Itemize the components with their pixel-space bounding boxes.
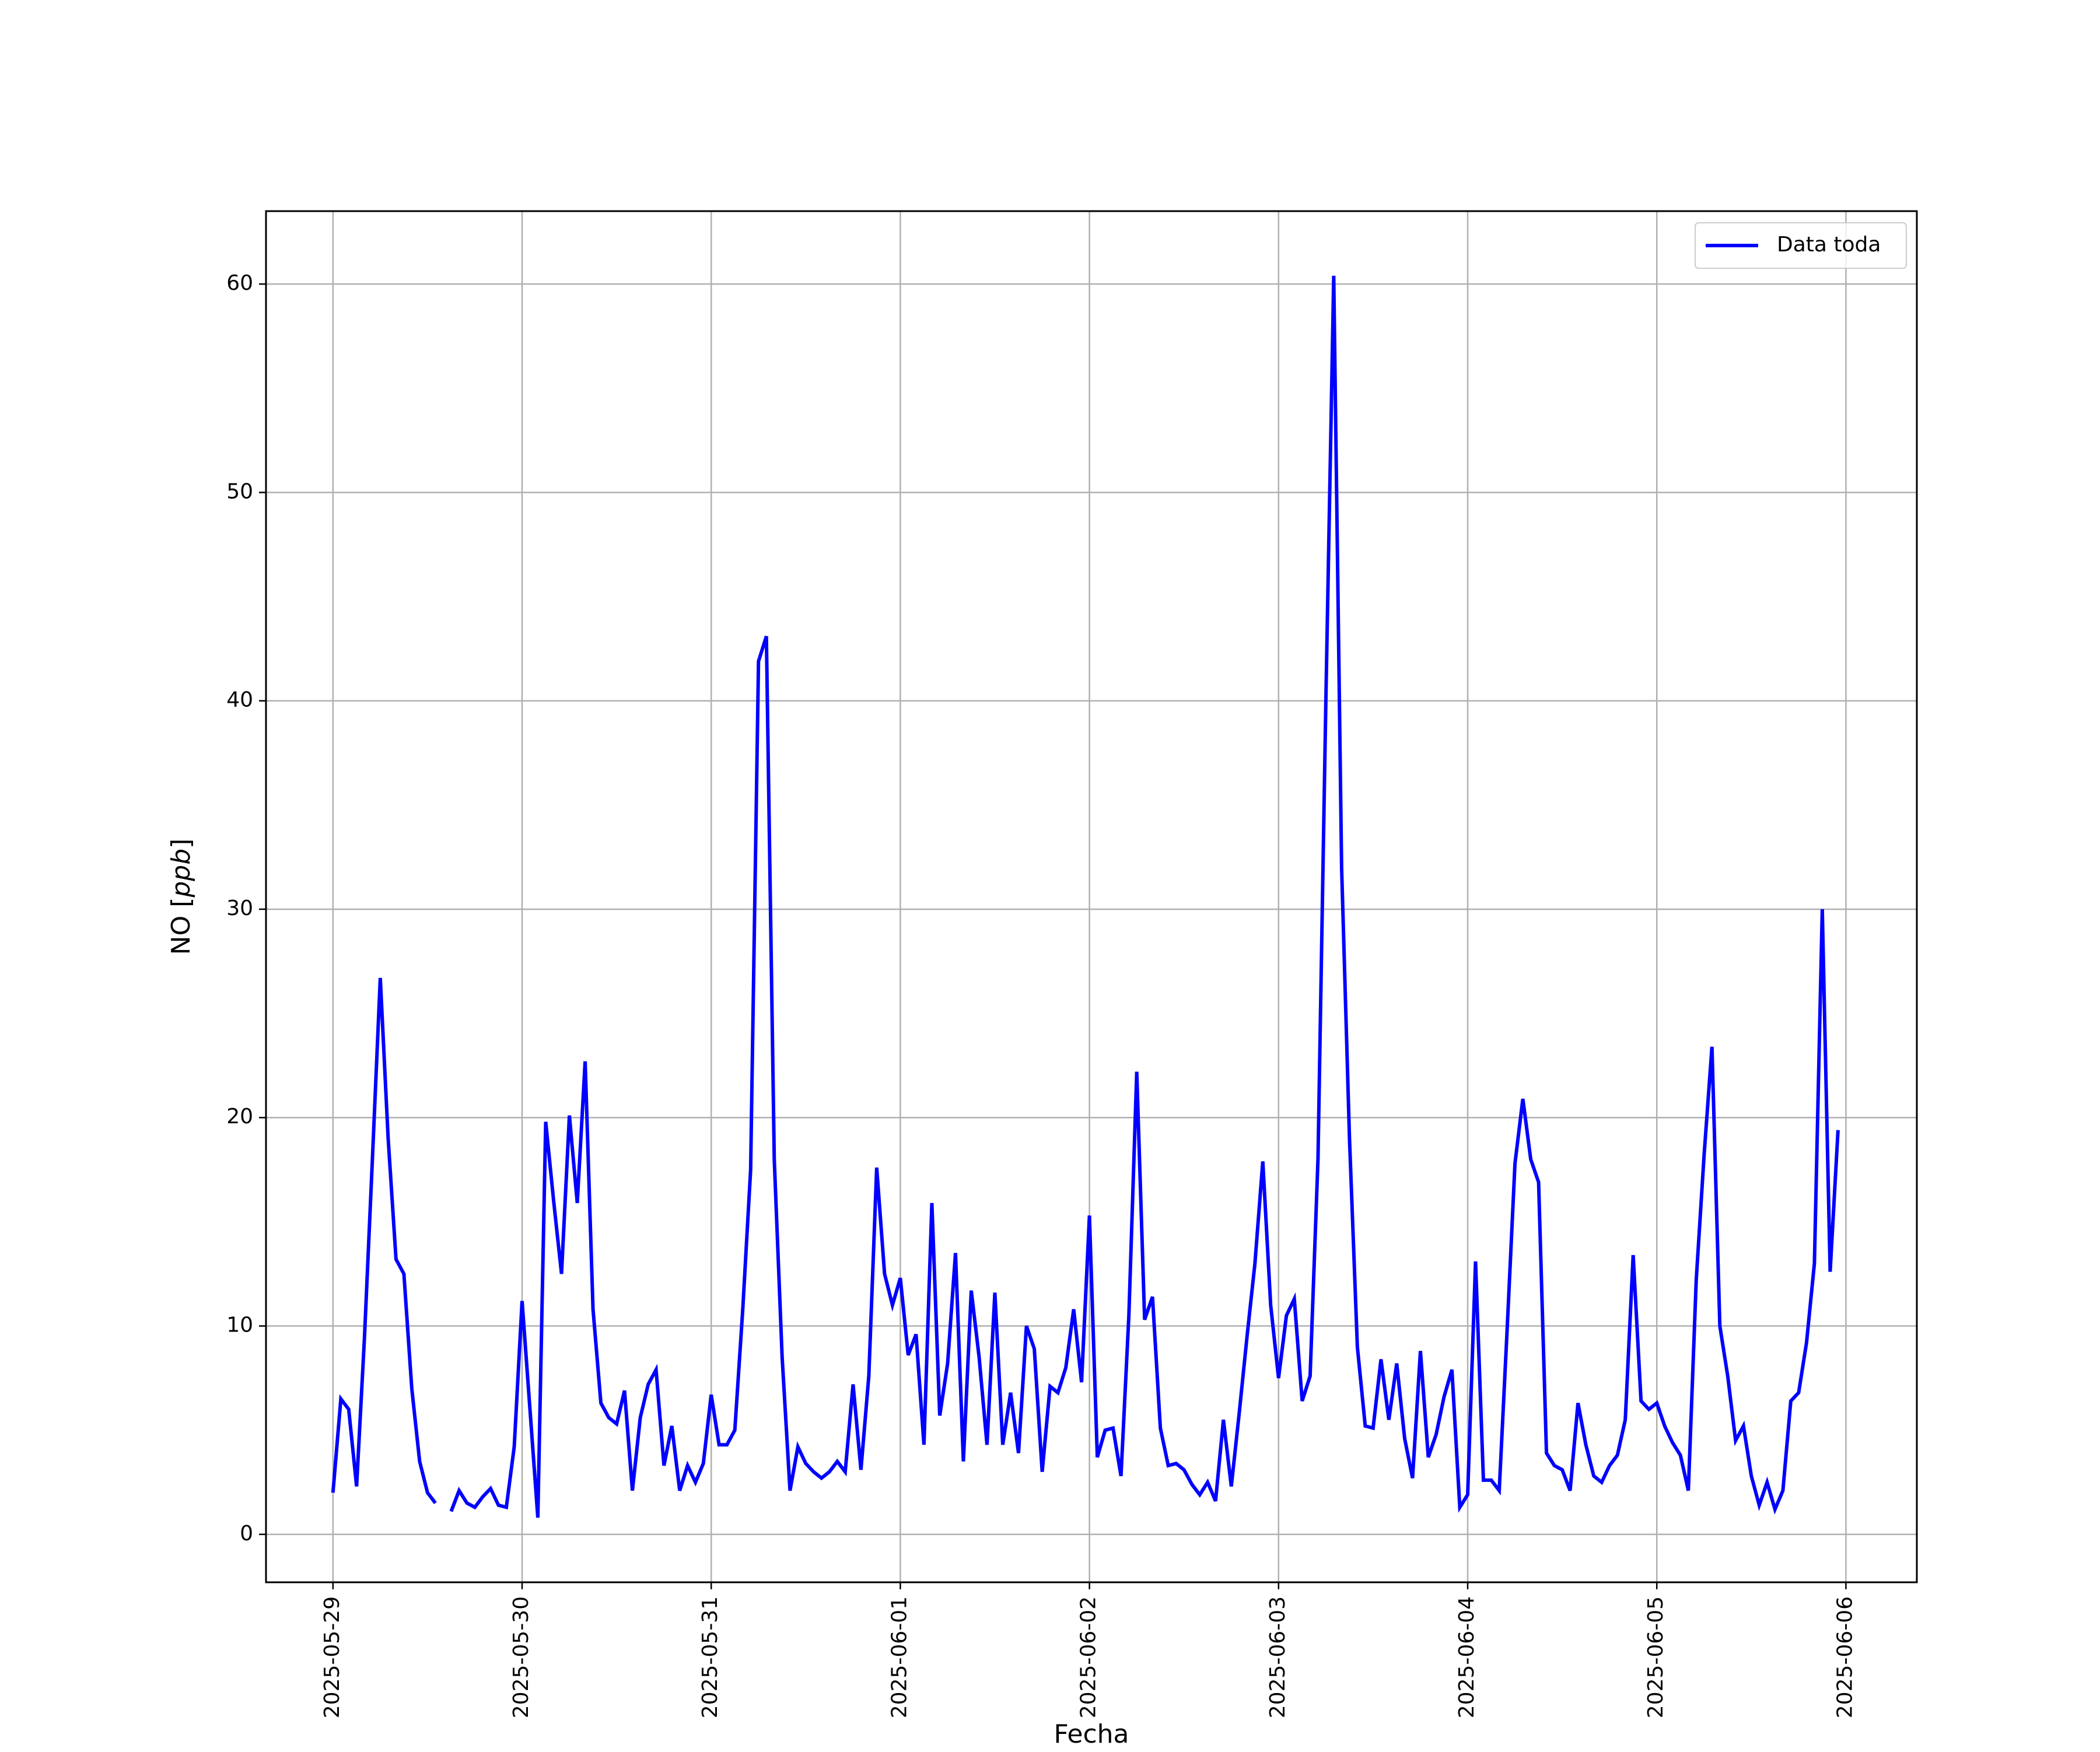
y-tick-label: 30 (226, 896, 253, 920)
series-line-1 (331, 275, 1840, 1518)
x-tick-label: 2025-05-31 (698, 1596, 722, 1718)
tick-layer: 2025-05-29 2025-05-30 2025-05-31 2025-06-01… (226, 271, 1857, 1718)
plot-frame (265, 210, 1918, 1583)
y-axis-title-unit: ppb (166, 849, 196, 898)
x-tick-label: 2025-06-06 (1833, 1596, 1857, 1718)
y-axis-title-suffix: ] (166, 839, 196, 849)
x-tick-label: 2025-06-05 (1644, 1596, 1668, 1718)
x-tick-label: 2025-06-02 (1077, 1596, 1101, 1718)
y-tick-label: 50 (226, 479, 253, 503)
x-tick-label: 2025-06-04 (1455, 1596, 1479, 1718)
y-tick-label: 0 (240, 1522, 253, 1546)
x-tick-label: 2025-05-30 (509, 1596, 533, 1718)
x-tick-label: 2025-05-29 (320, 1596, 344, 1718)
y-tick-label: 40 (226, 688, 253, 712)
legend-label: Data toda (1777, 233, 1881, 257)
x-tick-label: 2025-06-01 (887, 1596, 911, 1718)
y-tick-label: 60 (226, 271, 253, 295)
legend: Data toda (1695, 222, 1907, 269)
legend-box (1695, 222, 1907, 269)
x-tick-label: 2025-06-03 (1266, 1596, 1290, 1718)
y-tick-label: 10 (226, 1313, 253, 1337)
series-layer (331, 275, 1840, 1518)
y-tick-label: 20 (226, 1105, 253, 1129)
y-axis-title-prefix: NO [ (166, 898, 196, 955)
x-axis-title: Fecha (1054, 1719, 1129, 1749)
y-axis-title: NO [ppb] (166, 839, 196, 955)
